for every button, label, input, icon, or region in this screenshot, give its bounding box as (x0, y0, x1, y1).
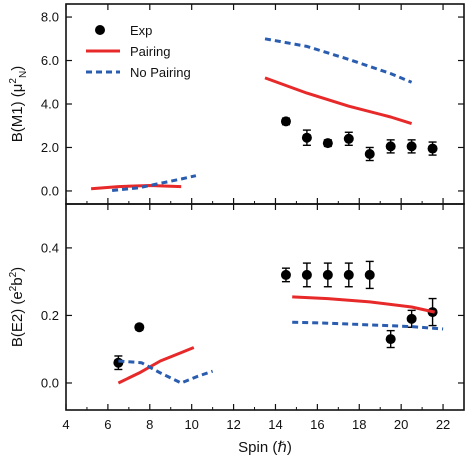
top-pairing-line (90, 184, 182, 191)
x-tick-label: 22 (436, 417, 450, 432)
top-y-tick-label: 8.0 (41, 10, 59, 25)
top-exp-point (301, 132, 312, 143)
ylabel-sup: 2 (8, 78, 19, 84)
bottom-y-axis-label: B(E2) (e2b2) (8, 267, 26, 347)
x-tick-label: 12 (226, 417, 240, 432)
bottom-exp-point (343, 269, 354, 280)
bottom-no-pairing-line (292, 320, 444, 331)
top-exp-point (427, 143, 438, 154)
top-y-tick-label: 4.0 (41, 97, 59, 112)
legend: Exp Pairing No Pairing (86, 23, 191, 80)
x-tick-label: 18 (352, 417, 366, 432)
legend-label: No Pairing (130, 65, 191, 80)
bottom-pairing-line (292, 295, 436, 314)
top-panel (90, 37, 438, 192)
bottom-panel (113, 260, 444, 385)
top-exp-point (343, 133, 354, 144)
x-tick-label: 6 (104, 417, 111, 432)
top-y-tick-label: 0.0 (41, 183, 59, 198)
x-tick-label: 8 (146, 417, 153, 432)
top-pairing-line (264, 76, 413, 126)
top-exp-point (385, 141, 396, 152)
top-y-axis-label: B(M1) (μ2N) (8, 66, 29, 142)
ylabel-sup: 2 (8, 285, 19, 291)
bottom-exp-point (364, 269, 375, 280)
legend-marker-exp (95, 25, 105, 35)
bottom-panel-border (65, 203, 465, 411)
bottom-exp-point (322, 269, 333, 280)
bottom-exp-point (280, 269, 291, 280)
x-tick-label: 10 (184, 417, 198, 432)
x-tick-label: 4 (62, 417, 69, 432)
ylabel-mid: b (9, 277, 26, 285)
bottom-exp-point (406, 313, 417, 324)
top-exp-point (406, 141, 417, 152)
x-tick-label: 20 (394, 417, 408, 432)
ylabel-sub: N (18, 71, 29, 78)
top-y-tick-label: 2.0 (41, 140, 59, 155)
bottom-exp-point (385, 334, 396, 345)
bottom-exp-point (134, 322, 145, 333)
x-tick-label: 16 (310, 417, 324, 432)
top-no-pairing-line (111, 174, 197, 192)
bottom-y-tick-label: 0.2 (41, 308, 59, 323)
ylabel-close: ) (9, 66, 26, 71)
top-exp-point (322, 138, 333, 149)
plot-frame: 0.0 2.0 4.0 6.0 8.0 0.0 0.2 0.4 4 6 8 10 12 14 16 18 20 2… (41, 3, 465, 432)
ylabel-main: B(E2) (e (9, 291, 26, 347)
top-y-tick-label: 6.0 (41, 53, 59, 68)
bottom-exp-point (301, 269, 312, 280)
top-panel-border (65, 3, 465, 205)
bottom-no-pairing-line (118, 359, 214, 385)
top-no-pairing-line (264, 37, 413, 84)
legend-label: Pairing (130, 44, 170, 59)
bottom-y-tick-label: 0.0 (41, 375, 59, 390)
x-tick-label: 14 (268, 417, 282, 432)
x-axis-label: Spin (ℏ) (238, 439, 292, 456)
bottom-y-tick-label: 0.4 (41, 240, 59, 255)
bottom-pairing-line (117, 346, 195, 385)
top-exp-point (280, 116, 291, 127)
ylabel-sup: 2 (8, 271, 19, 277)
ylabel-close: ) (9, 267, 26, 272)
ylabel-main: B(M1) (μ (9, 84, 26, 143)
top-exp-point (364, 149, 375, 159)
legend-label: Exp (130, 23, 152, 38)
